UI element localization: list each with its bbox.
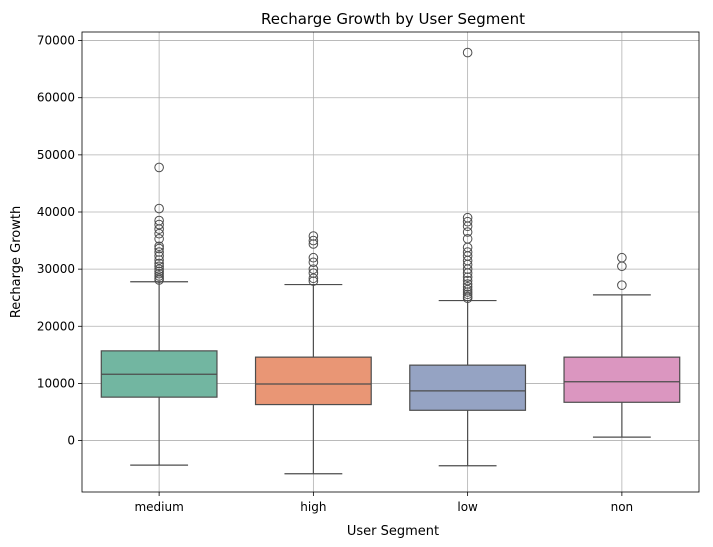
- boxes-layer: [100, 47, 681, 475]
- outlier-point: [462, 216, 473, 227]
- outlier-point: [462, 275, 473, 286]
- outlier-point: [154, 203, 164, 214]
- outlier-point: [462, 264, 473, 274]
- outlier-point: [154, 224, 164, 234]
- x-tick-label: medium: [134, 500, 183, 514]
- chart-title: Recharge Growth by User Segment: [261, 10, 525, 28]
- y-tick-label: 10000: [37, 376, 75, 390]
- outlier-point: [308, 239, 319, 249]
- x-tick-label: non: [611, 500, 634, 514]
- outlier-point: [462, 221, 473, 232]
- outlier-point: [462, 293, 473, 304]
- outlier-point: [462, 289, 473, 300]
- box-low: [409, 47, 527, 467]
- y-tick-label: 70000: [37, 34, 75, 48]
- plot-frame: [81, 31, 700, 493]
- outlier-point: [617, 280, 627, 290]
- y-tick-label: 50000: [37, 148, 75, 162]
- outlier-point: [308, 273, 319, 284]
- outlier-point: [154, 243, 164, 254]
- outlier-point: [154, 219, 164, 230]
- y-axis-ticks: 0 10000 20000 30000 40000 50000 60000 70000: [37, 34, 82, 448]
- outlier-point: [154, 162, 164, 173]
- x-axis-label: User Segment: [347, 524, 439, 539]
- y-tick-label: 20000: [37, 319, 75, 333]
- outlier-point: [154, 258, 164, 269]
- box-body: [254, 356, 372, 406]
- outlier-point: [462, 287, 473, 297]
- outlier-point: [308, 231, 319, 241]
- box-non: [563, 252, 681, 438]
- outlier-point: [462, 227, 473, 237]
- outlier-point: [308, 252, 319, 263]
- outlier-point: [154, 275, 164, 285]
- outlier-point: [462, 279, 473, 289]
- outlier-point: [154, 251, 164, 261]
- outlier-point: [308, 235, 319, 246]
- outlier-point: [154, 261, 164, 272]
- outlier-point: [154, 271, 164, 281]
- box-body: [563, 356, 681, 403]
- outlier-point: [462, 47, 473, 58]
- box-body: [409, 364, 527, 411]
- outlier-point: [154, 255, 164, 265]
- plot-area: [82, 32, 699, 492]
- y-tick-label: 0: [67, 434, 75, 448]
- outlier-point: [308, 276, 319, 286]
- outlier-point: [154, 234, 164, 244]
- outlier-point: [308, 268, 319, 278]
- outlier-point: [462, 268, 473, 278]
- y-tick-label: 40000: [37, 205, 75, 219]
- x-axis-ticks: medium high low non: [134, 492, 633, 514]
- y-tick-label: 60000: [37, 91, 75, 105]
- outlier-point: [154, 228, 164, 239]
- box-high: [254, 231, 372, 475]
- outlier-point: [462, 272, 473, 282]
- outlier-point: [308, 257, 319, 268]
- y-axis-label: Recharge Growth: [9, 206, 24, 318]
- outlier-point: [617, 261, 627, 272]
- box-medium: [100, 162, 218, 466]
- outlier-point: [154, 247, 164, 257]
- outlier-point: [154, 268, 164, 279]
- y-tick-label: 30000: [37, 262, 75, 276]
- outlier-point: [154, 264, 164, 274]
- x-tick-label: low: [457, 500, 478, 514]
- outlier-point: [462, 282, 473, 292]
- outlier-point: [308, 264, 319, 274]
- outlier-point: [154, 241, 164, 252]
- x-tick-label: high: [300, 500, 326, 514]
